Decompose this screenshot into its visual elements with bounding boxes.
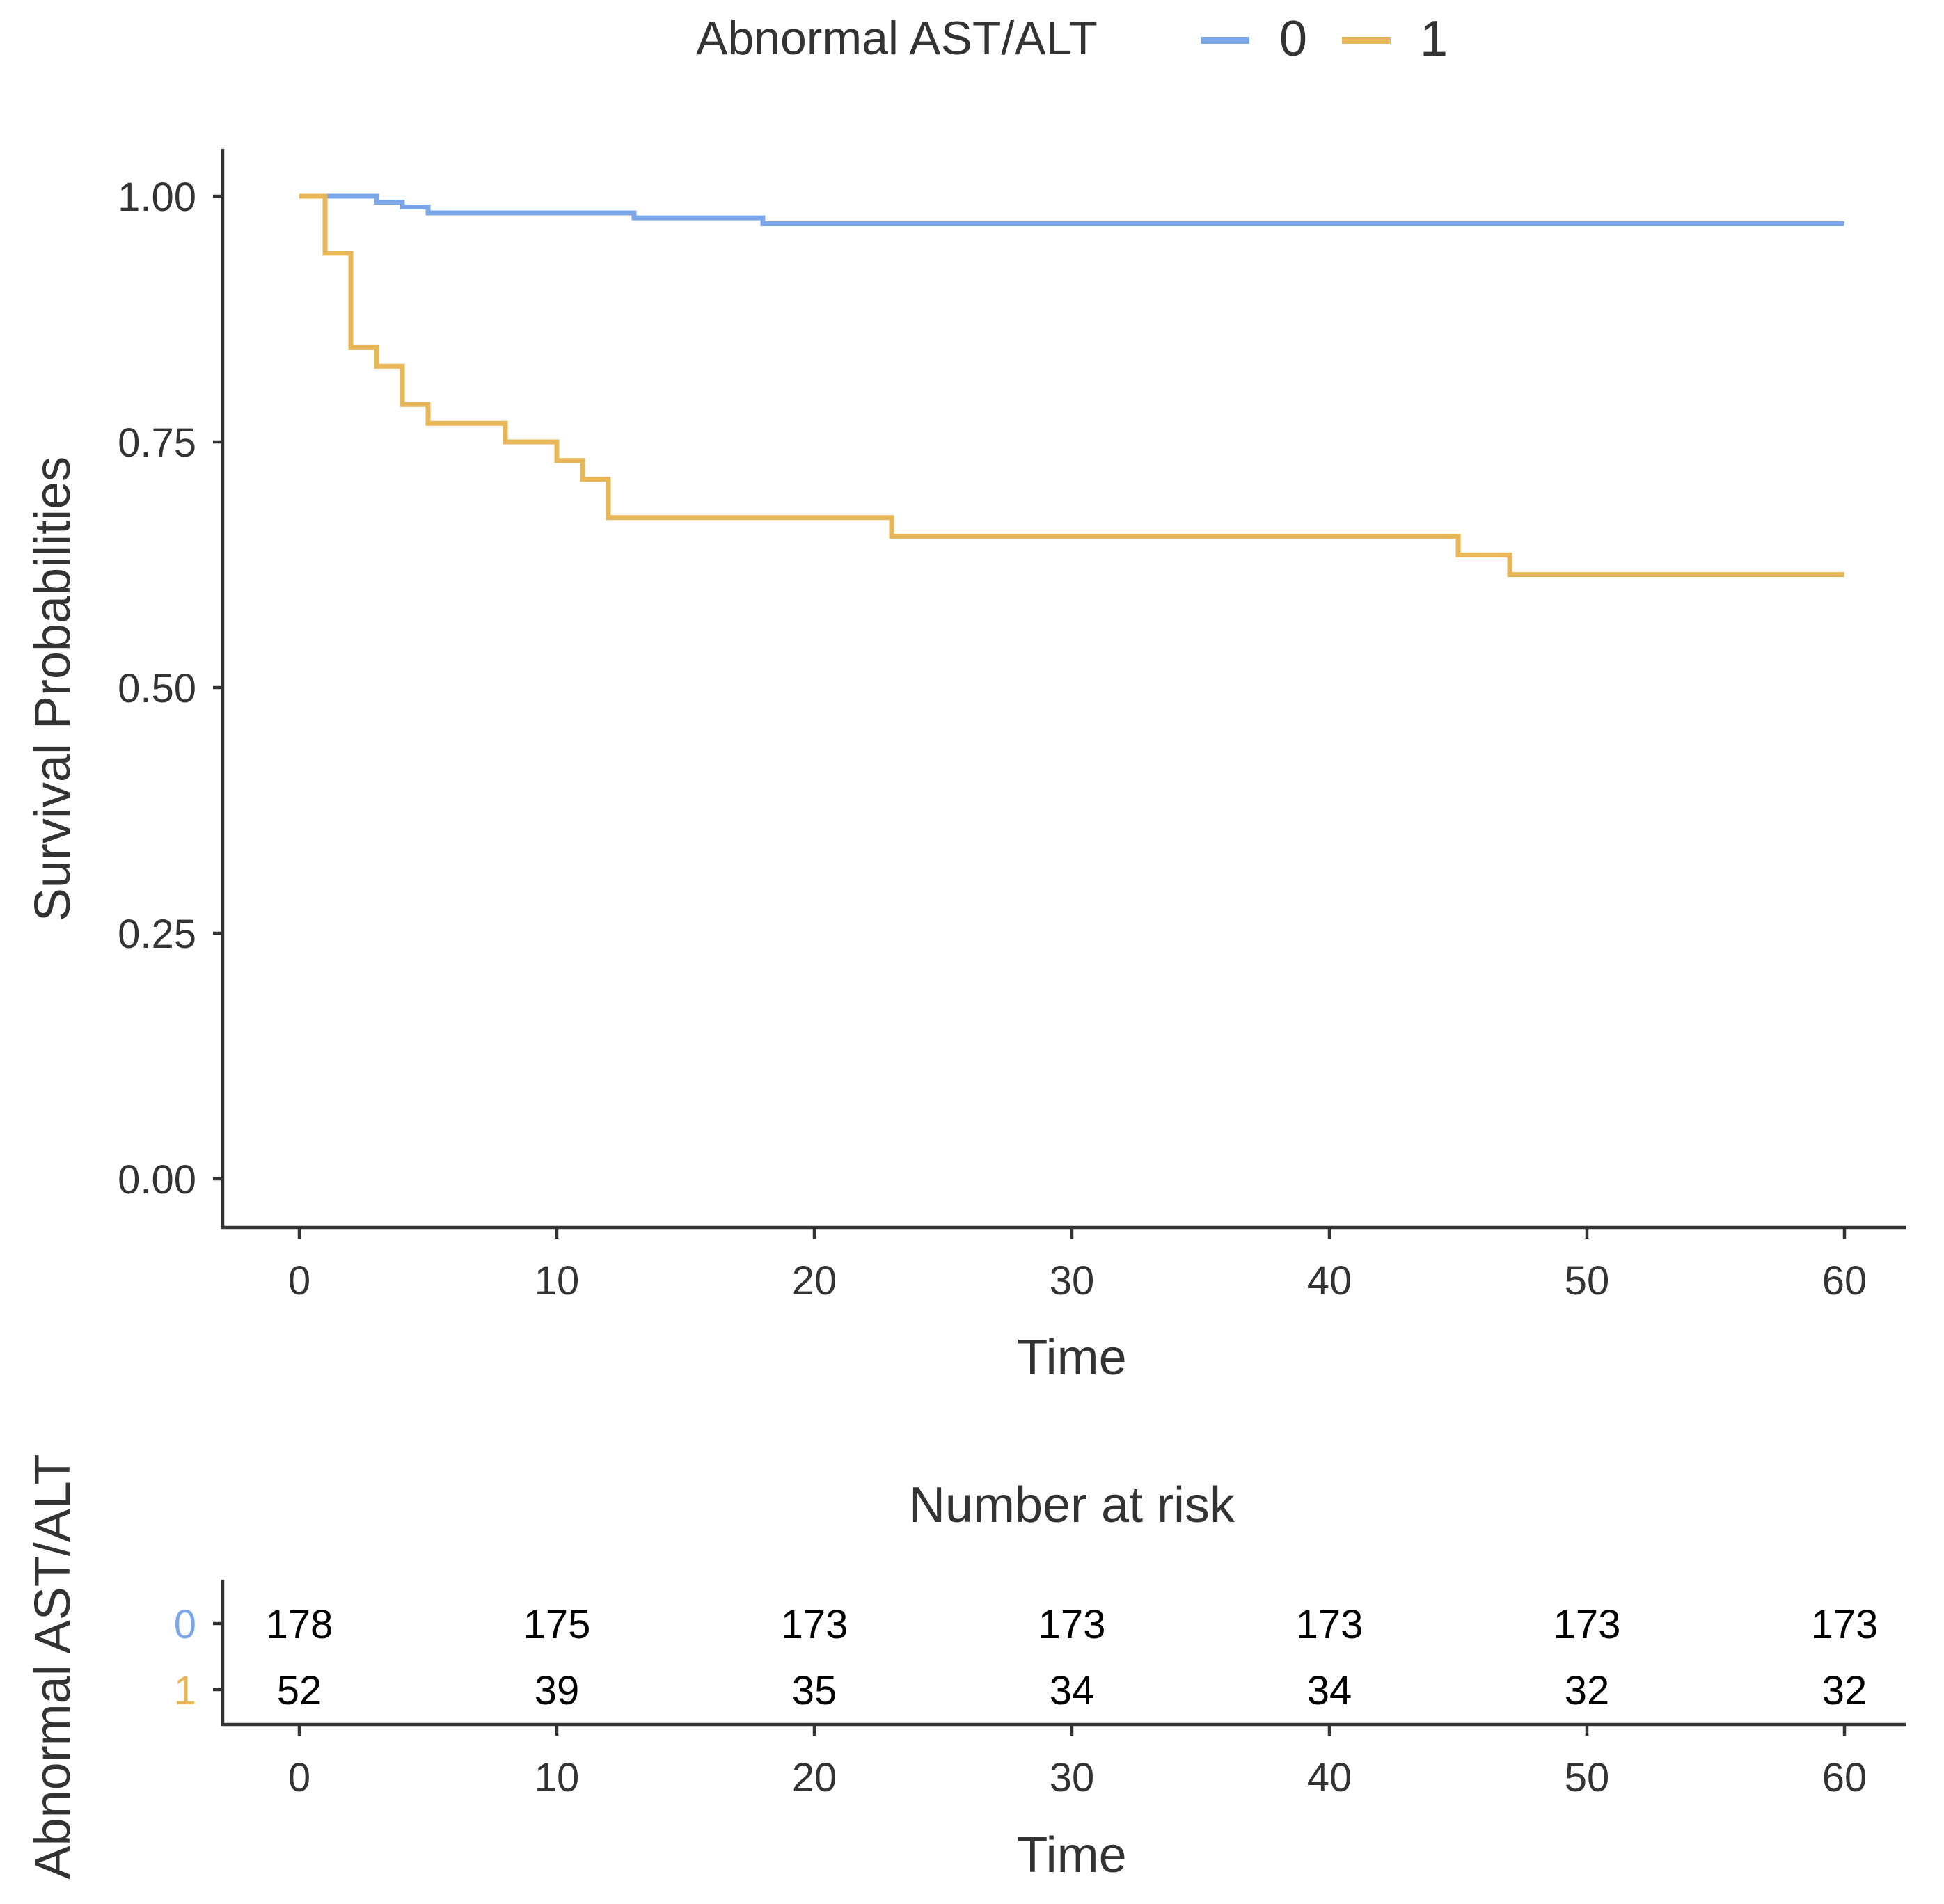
risk-table-x-tick-label: 10 (535, 1755, 580, 1800)
risk-table-rows: 0 178 175 173 173 173 173 173 1 52 39 35 34 34 32 32 (174, 1602, 1879, 1713)
legend-title: Abnormal AST/ALT (696, 12, 1098, 65)
y-tick-label: 1.00 (118, 175, 196, 220)
y-tick-label: 0.00 (118, 1157, 196, 1203)
risk-cell: 32 (1565, 1668, 1610, 1713)
km-curve-series-1 (299, 193, 1844, 578)
x-tick-label: 10 (535, 1258, 580, 1303)
km-curve-series-0 (299, 193, 1844, 226)
legend-label-1: 1 (1420, 11, 1448, 67)
risk-table-title: Number at risk (909, 1477, 1235, 1533)
x-tick-label: 20 (792, 1258, 837, 1303)
risk-cell: 52 (277, 1668, 322, 1713)
risk-cell: 32 (1822, 1668, 1867, 1713)
risk-cell: 39 (535, 1668, 580, 1713)
risk-cell: 35 (792, 1668, 837, 1713)
risk-table-x-tick-label: 0 (288, 1755, 310, 1800)
survival-plot: 0.00 0.25 0.50 0.75 1.00 0 10 20 30 40 50 60 Survi… (25, 149, 1906, 1386)
risk-table-x-axis-label: Time (1017, 1827, 1126, 1883)
y-tick-label: 0.75 (118, 420, 196, 466)
x-tick-label: 40 (1307, 1258, 1352, 1303)
km-curves (299, 193, 1844, 578)
x-tick-label: 60 (1822, 1258, 1867, 1303)
risk-table-y-label: Abnormal AST/ALT (25, 1454, 81, 1880)
risk-cell: 175 (523, 1602, 591, 1647)
risk-cell: 173 (1038, 1602, 1106, 1647)
legend-label-0: 0 (1279, 11, 1307, 67)
risk-cell: 34 (1307, 1668, 1352, 1713)
risk-cell: 173 (1554, 1602, 1621, 1647)
risk-cell: 173 (1811, 1602, 1879, 1647)
x-tick-label: 30 (1050, 1258, 1095, 1303)
risk-table-x-tick-label: 30 (1050, 1755, 1095, 1800)
risk-cell: 173 (781, 1602, 848, 1647)
y-tick-label: 0.50 (118, 666, 196, 711)
risk-table-x-tick-label: 40 (1307, 1755, 1352, 1800)
y-axis-label: Survival Probabilities (25, 457, 81, 921)
risk-cell: 178 (266, 1602, 333, 1647)
risk-row-label-0: 0 (174, 1602, 196, 1647)
risk-cell: 34 (1050, 1668, 1095, 1713)
legend: Abnormal AST/ALT 0 1 (696, 11, 1448, 67)
risk-table-x-tick-label: 60 (1822, 1755, 1867, 1800)
risk-table-x-tick-label: 20 (792, 1755, 837, 1800)
x-tick-label: 0 (288, 1258, 310, 1303)
risk-cell: 173 (1296, 1602, 1364, 1647)
x-ticks: 0 10 20 30 40 50 60 (288, 1229, 1867, 1303)
risk-table-x-ticks: 0 10 20 30 40 50 60 (288, 1726, 1867, 1800)
x-tick-label: 50 (1565, 1258, 1610, 1303)
y-tick-label: 0.25 (118, 912, 196, 957)
risk-table-x-tick-label: 50 (1565, 1755, 1610, 1800)
risk-row-label-1: 1 (174, 1668, 196, 1713)
y-ticks: 0.00 0.25 0.50 0.75 1.00 (118, 175, 223, 1203)
risk-table: Number at risk Abnormal AST/ALT 0 178 175 1… (25, 1454, 1906, 1883)
x-axis-label: Time (1017, 1330, 1126, 1386)
